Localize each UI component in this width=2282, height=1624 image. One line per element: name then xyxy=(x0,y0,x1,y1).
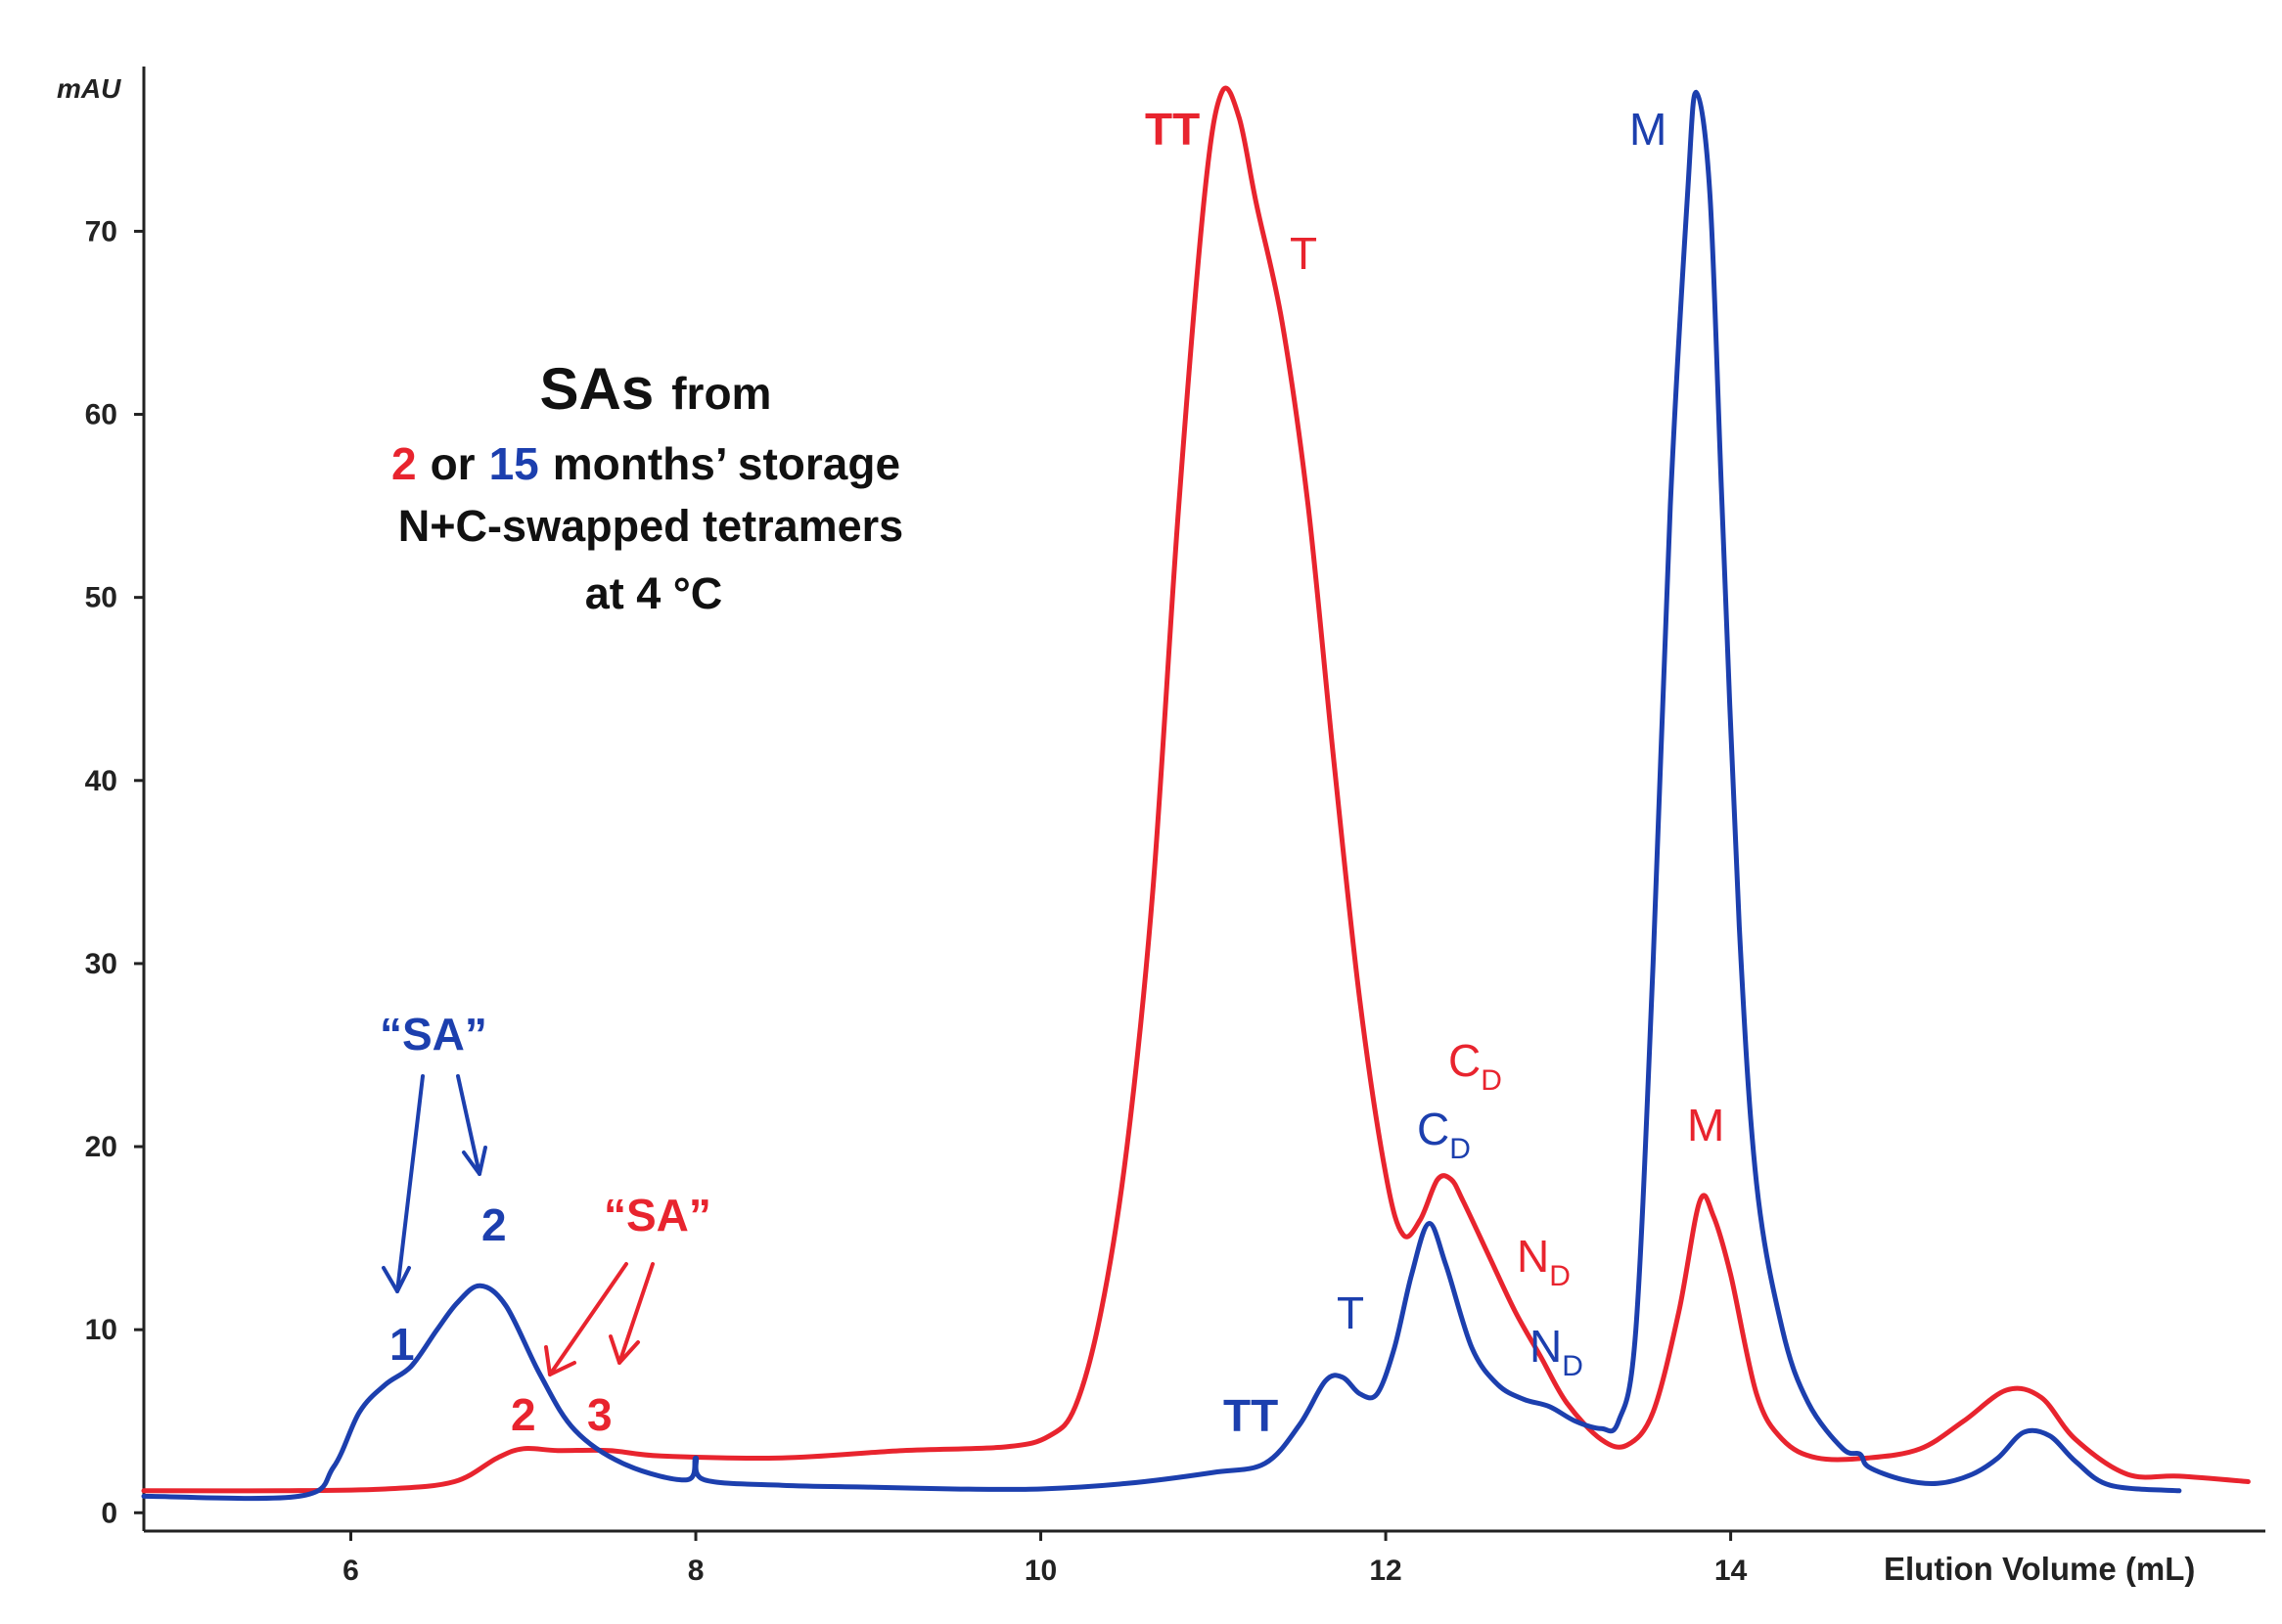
annotations: TT T CD ND M “SA” 2 3 “SA” 1 2 TT T CD N… xyxy=(380,104,1724,1441)
arrows xyxy=(382,1074,655,1376)
blue-sa-arrowhead-1 xyxy=(382,1266,411,1293)
annotation-red-cd: CD xyxy=(1448,1035,1502,1097)
series-line-2-months xyxy=(141,85,2251,1494)
legend-line-2: 2 or 15 months’ storage xyxy=(391,438,900,489)
annotation-blue-m: M xyxy=(1629,104,1666,155)
annotation-blue-t: T xyxy=(1337,1287,1364,1338)
annotation-blue-sa: “SA” xyxy=(380,1009,487,1060)
annotation-blue-2: 2 xyxy=(481,1199,507,1250)
y-tick-label: 10 xyxy=(85,1314,117,1346)
y-tick-label: 40 xyxy=(85,765,117,797)
red-sa-arrowhead-2 xyxy=(609,1334,640,1365)
annotation-blue-nd: ND xyxy=(1529,1321,1583,1382)
annotation-red-t: T xyxy=(1290,228,1317,279)
legend-line-3: N+C-swapped tetramers xyxy=(398,501,903,551)
blue-sa-arrow-1 xyxy=(395,1074,425,1293)
y-unit-label: mAU xyxy=(57,73,121,104)
annotation-red-2: 2 xyxy=(511,1389,536,1440)
legend-line-1: SAs from xyxy=(540,356,772,422)
x-tick-label: 14 xyxy=(1714,1555,1748,1587)
annotation-red-3: 3 xyxy=(587,1389,613,1440)
y-tick-label: 20 xyxy=(85,1131,117,1163)
x-tick-label: 6 xyxy=(342,1555,359,1587)
series-line-15-months xyxy=(141,89,2182,1502)
y-tick-label: 60 xyxy=(85,399,117,431)
red-sa-arrow-2 xyxy=(617,1262,655,1365)
y-tick-label: 0 xyxy=(101,1497,117,1529)
y-tick-label: 50 xyxy=(85,582,117,614)
legend-line-4: at 4 °C xyxy=(585,568,723,618)
blue-sa-arrowhead-2 xyxy=(462,1146,487,1176)
annotation-red-nd: ND xyxy=(1517,1231,1571,1292)
red-sa-arrow-1 xyxy=(548,1262,628,1376)
x-tick-label: 8 xyxy=(688,1555,705,1587)
y-tick-label: 30 xyxy=(85,948,117,980)
y-tick-label: 70 xyxy=(85,215,117,248)
annotation-red-sa: “SA” xyxy=(604,1190,711,1241)
x-tick-label: 10 xyxy=(1025,1555,1057,1587)
annotation-blue-cd: CD xyxy=(1417,1104,1471,1165)
annotation-blue-1: 1 xyxy=(389,1319,415,1370)
x-tick-label: 12 xyxy=(1369,1555,1401,1587)
blue-sa-arrow-2 xyxy=(456,1074,481,1176)
red-sa-arrowhead-1 xyxy=(544,1345,576,1376)
annotation-blue-tt: TT xyxy=(1223,1390,1278,1441)
annotation-red-tt: TT xyxy=(1145,104,1200,155)
x-axis-title: Elution Volume (mL) xyxy=(1884,1551,2195,1587)
annotation-red-m: M xyxy=(1687,1100,1724,1150)
